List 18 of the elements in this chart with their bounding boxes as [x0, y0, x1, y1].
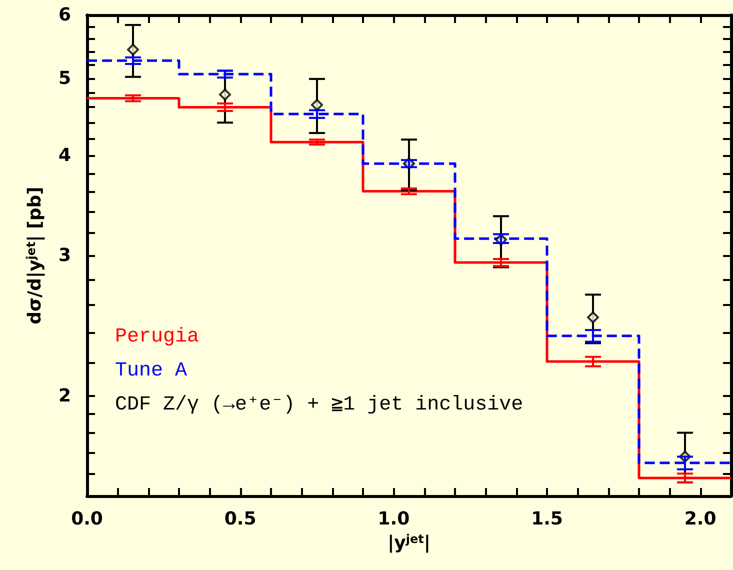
text: CDF Z/γ (→e⁺e⁻) + ≧1 jet inclusive [115, 394, 524, 416]
y-tick-label: 3 [58, 245, 71, 266]
point [219, 88, 231, 101]
y-tick-label: 5 [58, 68, 71, 89]
y-tick-label: 6 [58, 4, 71, 26]
x-tick-label: 1.0 [378, 508, 410, 530]
x-tick-label: 0.5 [224, 508, 256, 530]
point [587, 311, 599, 324]
text: Tune A [115, 360, 188, 382]
y-tick-label: 4 [58, 145, 71, 166]
x-tick-label: 2.0 [684, 508, 716, 530]
y-tick-label: 2 [58, 386, 71, 407]
y-axis-title: dσ/d|yjet| [pb] [24, 186, 46, 324]
x-tick-label: 0.0 [71, 508, 103, 530]
x-tick-label: 1.5 [531, 508, 563, 530]
point [127, 44, 139, 56]
text: Perugia [115, 326, 200, 348]
point [311, 98, 323, 111]
